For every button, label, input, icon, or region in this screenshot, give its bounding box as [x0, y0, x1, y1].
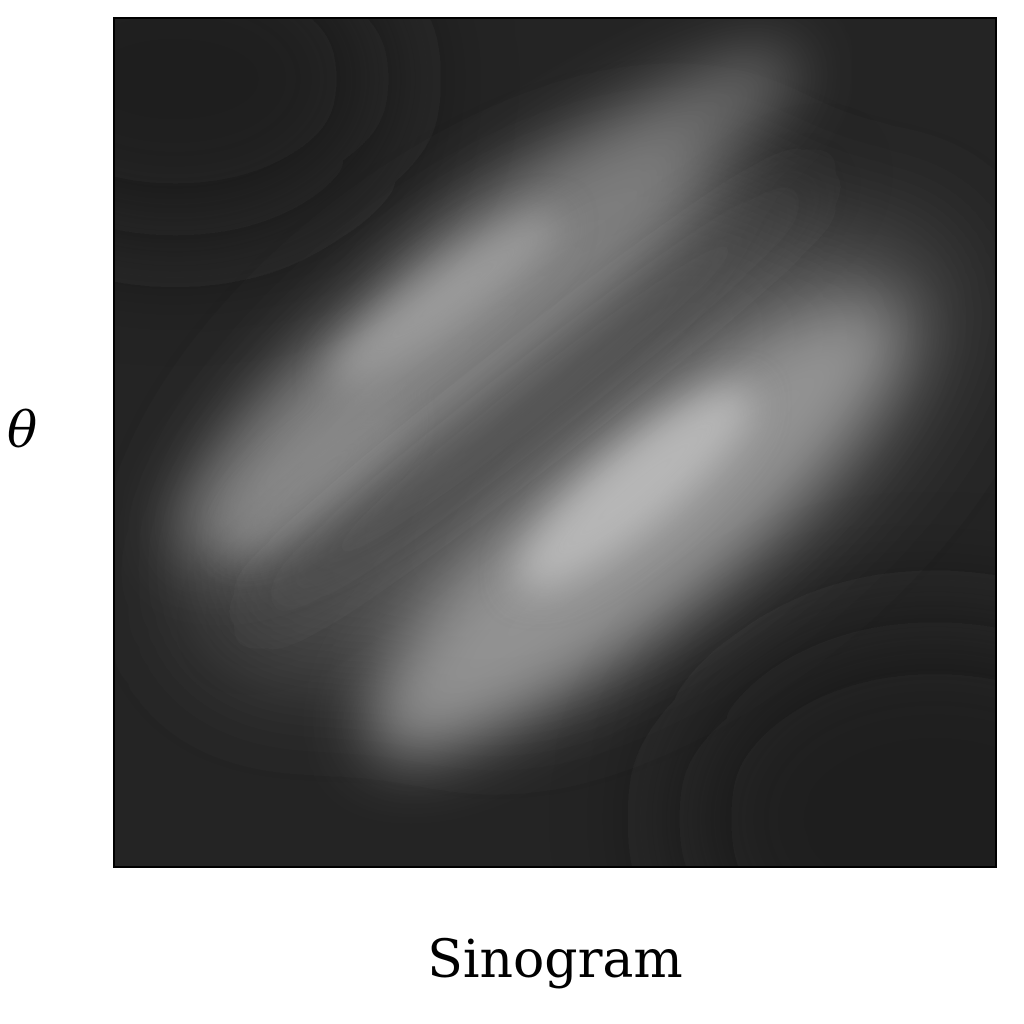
theta-axis-label: θ — [6, 401, 38, 459]
sinogram-image — [115, 19, 995, 866]
sinogram-caption: Sinogram — [427, 930, 683, 990]
sinogram-image-frame — [113, 17, 997, 868]
dark-gap — [235, 164, 835, 634]
dark-corners — [115, 19, 995, 866]
bright-band-cores — [228, 213, 753, 591]
